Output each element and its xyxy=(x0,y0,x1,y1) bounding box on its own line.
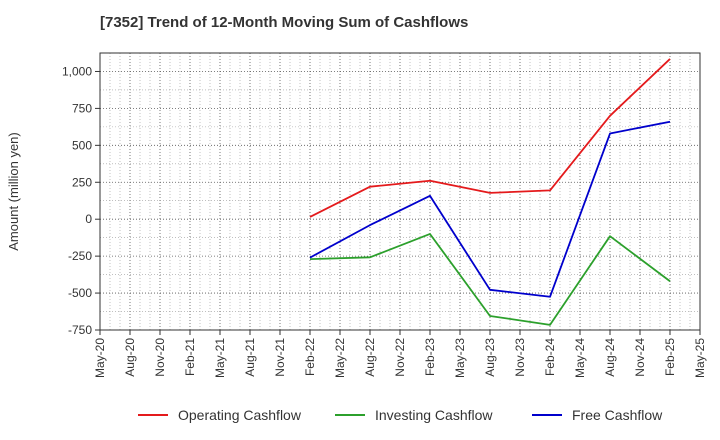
series-line xyxy=(309,120,671,298)
x-tick-label: Feb-23 xyxy=(423,338,437,376)
x-tick-label: May-24 xyxy=(573,338,587,378)
x-tick-label: Feb-24 xyxy=(543,338,557,376)
y-axis-ticks: -750 -500 -250 0 250 500 750 1,000 xyxy=(62,64,100,337)
grid-lines xyxy=(100,53,700,330)
y-tick-label: 1,000 xyxy=(62,64,92,78)
x-tick-label: Nov-20 xyxy=(153,338,167,377)
x-tick-label: Nov-23 xyxy=(513,338,527,377)
x-tick-label: May-23 xyxy=(453,338,467,378)
x-tick-label: Aug-23 xyxy=(483,338,497,377)
x-tick-label: Aug-20 xyxy=(123,338,137,377)
x-tick-label: Feb-22 xyxy=(303,338,317,376)
x-tick-label: Aug-24 xyxy=(603,338,617,377)
y-tick-label: 750 xyxy=(72,101,92,115)
x-tick-label: Feb-21 xyxy=(183,338,197,376)
y-tick-label: -500 xyxy=(68,286,92,300)
x-tick-label: Nov-24 xyxy=(633,338,647,377)
x-tick-label: May-21 xyxy=(213,338,227,378)
x-tick-label: Aug-22 xyxy=(363,338,377,377)
y-tick-label: 250 xyxy=(72,175,92,189)
series-lines xyxy=(309,58,671,326)
chart-title: [7352] Trend of 12-Month Moving Sum of C… xyxy=(100,14,469,31)
x-tick-label: Aug-21 xyxy=(243,338,257,377)
legend-label: Free Cashflow xyxy=(572,407,663,423)
y-tick-label: 0 xyxy=(85,212,92,226)
y-axis-title: Amount (million yen) xyxy=(6,132,21,251)
x-tick-label: Nov-22 xyxy=(393,338,407,377)
legend: Operating Cashflow Investing Cashflow Free… xyxy=(138,407,663,423)
x-tick-label: Nov-21 xyxy=(273,338,287,377)
legend-label: Operating Cashflow xyxy=(178,407,302,423)
series-line xyxy=(309,233,671,326)
y-tick-label: 500 xyxy=(72,138,92,152)
x-axis-ticks: May-20 Aug-20 Nov-20 Feb-21 May-21 Aug-21 Nov-… xyxy=(93,330,707,378)
x-tick-label: May-20 xyxy=(93,338,107,378)
series-line xyxy=(309,58,671,218)
x-tick-label: Feb-25 xyxy=(663,338,677,376)
x-tick-label: May-25 xyxy=(693,338,707,378)
y-tick-label: -750 xyxy=(68,323,92,337)
y-tick-label: -250 xyxy=(68,249,92,263)
x-tick-label: May-22 xyxy=(333,338,347,378)
legend-label: Investing Cashflow xyxy=(375,407,493,423)
